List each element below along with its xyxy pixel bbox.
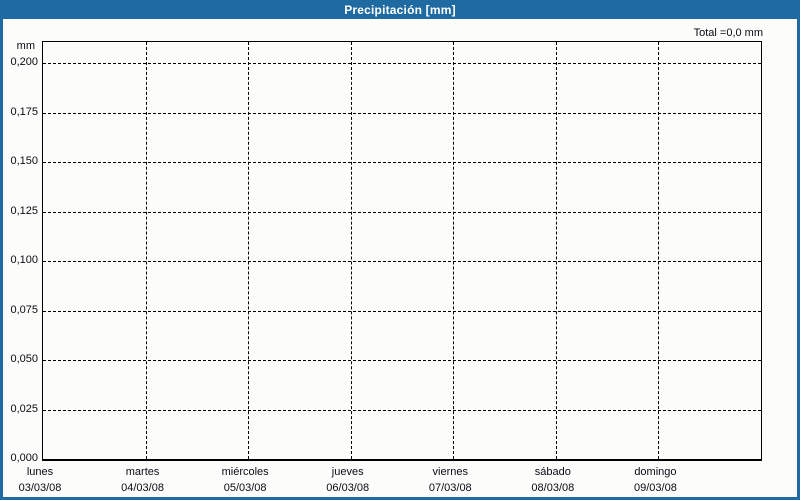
h-gridline <box>43 261 761 262</box>
h-gridline <box>43 360 761 361</box>
v-gridline <box>145 42 147 459</box>
y-tick-label: 0,000 <box>10 452 38 464</box>
x-day-label: domingo <box>634 466 677 478</box>
h-gridline <box>43 63 761 64</box>
x-day-label: lunes <box>26 466 54 478</box>
y-tick-label: 0,125 <box>10 204 38 217</box>
y-tick-label: 0,075 <box>10 303 38 316</box>
x-tick-label: jueves 06/03/08 <box>297 464 399 496</box>
x-day-label: sábado <box>534 466 571 478</box>
y-axis-unit-label: mm <box>16 40 35 52</box>
y-tick-label: 0,175 <box>10 105 38 118</box>
x-date-label: 05/03/08 <box>223 482 267 494</box>
v-gridline <box>555 42 557 459</box>
x-day-label: viernes <box>432 466 469 478</box>
v-gridline <box>350 42 352 459</box>
x-tick-label: lunes 03/03/08 <box>0 464 91 496</box>
y-axis-labels: 0,200 0,175 0,150 0,125 0,100 0,075 0,050 0,025… <box>3 41 40 464</box>
x-tick-label: domingo 09/03/08 <box>604 464 706 496</box>
v-gridline <box>658 42 660 459</box>
h-gridline <box>43 162 761 163</box>
x-date-label: 06/03/08 <box>326 482 370 494</box>
x-day-label: martes <box>125 466 160 478</box>
x-tick-label: sábado 08/03/08 <box>502 464 604 496</box>
x-tick-label: miércoles 05/03/08 <box>194 464 296 496</box>
x-day-label: jueves <box>331 466 364 478</box>
total-label: Total =0,0 mm <box>693 27 763 39</box>
h-gridline <box>43 211 761 213</box>
chart-canvas: Total =0,0 mm mm 0,200 0,175 0,150 0,125 0,1… <box>3 19 797 497</box>
plot-area <box>42 41 762 461</box>
title-bar: Precipitación [mm] <box>0 0 800 19</box>
x-date-label: 07/03/08 <box>428 482 472 494</box>
x-axis-labels: lunes 03/03/08 martes 04/03/08 miércoles 05/0… <box>19 464 761 497</box>
y-tick-label: 0,150 <box>10 155 38 167</box>
h-gridline <box>43 409 761 411</box>
x-date-label: 04/03/08 <box>121 482 164 494</box>
v-gridline <box>248 42 250 459</box>
y-tick-label: 0,100 <box>10 254 38 266</box>
x-tick-label: viernes 07/03/08 <box>399 464 501 496</box>
x-tick-label: martes 04/03/08 <box>92 464 194 496</box>
x-date-label: 03/03/08 <box>18 482 62 494</box>
y-tick-label: 0,025 <box>10 402 38 415</box>
v-gridline <box>453 42 455 459</box>
x-day-label: miércoles <box>221 466 269 478</box>
y-tick-label: 0,050 <box>10 353 38 365</box>
chart-title: Precipitación [mm] <box>344 2 456 17</box>
x-date-label: 09/03/08 <box>634 482 677 494</box>
y-tick-label: 0,200 <box>10 56 38 68</box>
x-date-label: 08/03/08 <box>531 482 575 494</box>
h-gridline <box>43 112 761 114</box>
h-gridline <box>43 310 761 312</box>
